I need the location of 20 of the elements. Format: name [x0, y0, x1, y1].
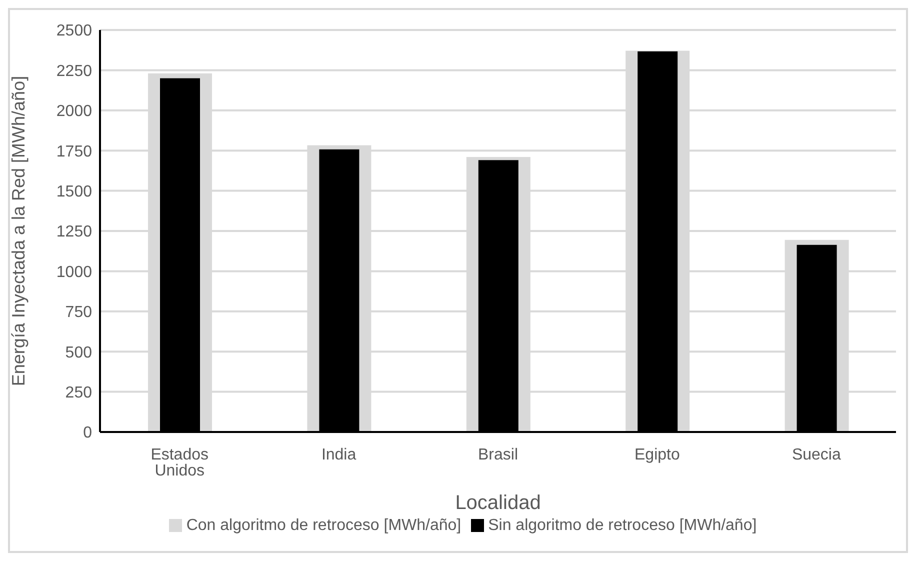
y-tick-label: 500	[65, 344, 92, 362]
x-tick-label: Estados Unidos	[150, 446, 209, 480]
y-tick-label: 1500	[56, 183, 92, 200]
legend-label: Con algoritmo de retroceso [MWh/año]	[186, 517, 462, 534]
legend-label: Sin algoritmo de retroceso [MWh/año]	[488, 517, 757, 534]
y-axis-title: Energía Inyectada a la Red [MWh/año]	[8, 76, 28, 386]
y-tick-label: 250	[65, 384, 92, 402]
x-tick-label: Brasil	[478, 446, 518, 464]
y-tick-label: 1750	[56, 143, 92, 160]
y-tick-label: 0	[83, 424, 92, 442]
x-tick-label: Suecia	[792, 446, 841, 464]
y-tick-label: 750	[65, 304, 92, 322]
x-tick-label: Egipto	[634, 446, 680, 464]
y-tick-label: 1250	[56, 224, 92, 241]
y-tick-label: 2000	[56, 103, 92, 120]
y-tick-label: 2500	[56, 22, 92, 40]
x-axis-title: Localidad	[455, 492, 541, 514]
y-tick-label: 2250	[56, 62, 92, 80]
x-tick-label: India	[321, 446, 356, 464]
y-tick-label: 1000	[56, 264, 92, 281]
